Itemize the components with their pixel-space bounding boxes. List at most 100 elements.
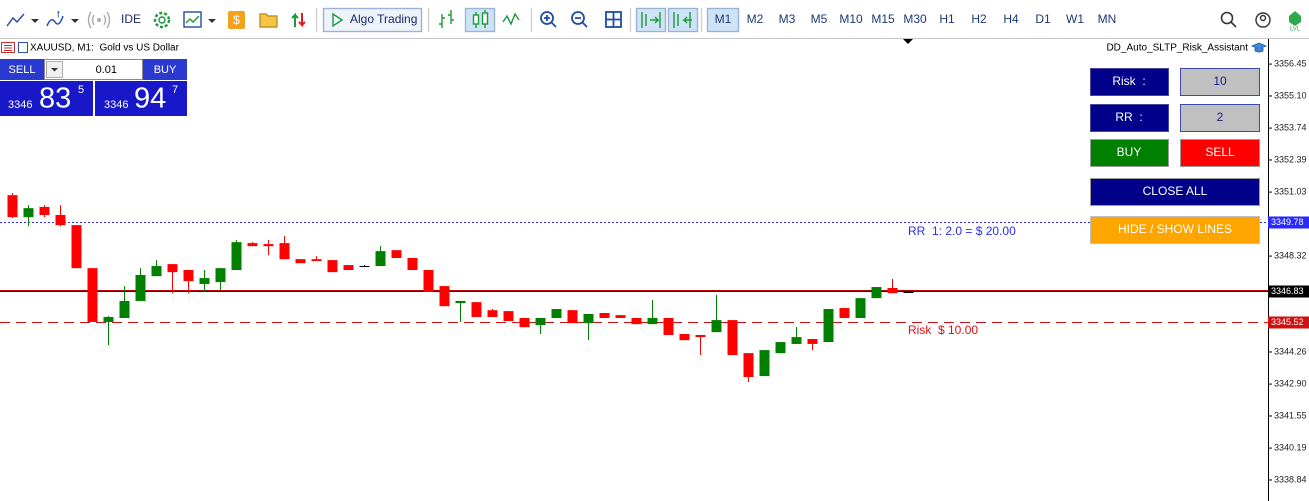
timeframe-button[interactable]: M10 [839, 12, 863, 26]
trade-panel: SELL 0.01 BUY 3346 83 5 3346 94 7 [0, 59, 187, 116]
ask-box[interactable] [95, 81, 187, 116]
timeframe-button[interactable]: M5 [811, 12, 828, 26]
candle-body [135, 274, 146, 301]
candle-body [7, 195, 18, 218]
timeframe-button[interactable]: W1 [1066, 12, 1084, 26]
candle-body [87, 268, 98, 322]
ea-buy-button[interactable] [1090, 139, 1169, 167]
indicator-f: f [57, 9, 60, 19]
ea-sell-button[interactable] [1180, 139, 1260, 167]
timeframe-bar: M1 M2 M3 M5 M10 M15 M30 H1 H2 H4 D1 W1 MN [715, 12, 1117, 26]
trade-up-arrow[interactable] [291, 12, 299, 27]
candle-chart-button[interactable] [464, 7, 496, 33]
bar-chart-icon[interactable] [439, 10, 454, 28]
risk-value[interactable]: 10 [1213, 74, 1227, 88]
candle-body [583, 313, 594, 324]
dropdown-arrow[interactable] [208, 19, 216, 23]
candle-body [855, 298, 866, 318]
ask-prefix: 3346 [104, 99, 128, 111]
timeframe-button[interactable]: H1 [939, 12, 955, 26]
buy-label[interactable]: BUY [154, 64, 177, 76]
play-icon [332, 12, 344, 28]
candle-body [551, 308, 562, 318]
rr-value[interactable]: 2 [1217, 110, 1224, 124]
indicator-icon[interactable] [46, 15, 64, 27]
candle-body [103, 317, 114, 322]
ea-buy-label[interactable]: BUY [1117, 145, 1142, 159]
line-type-icon[interactable] [502, 12, 520, 26]
lot-dropdown-arrow [51, 68, 58, 72]
zoom-in-icon[interactable] [540, 11, 554, 25]
ea-panel: Risk : 10 RR : 2 BUY SELL CLOSE ALL HIDE… [1090, 68, 1260, 244]
hide-show-label[interactable]: HIDE / SHOW LINES [1118, 222, 1232, 236]
line-chart-icon[interactable] [6, 13, 25, 27]
sell-button[interactable] [0, 59, 44, 80]
timeframe-button[interactable]: M1 [715, 12, 732, 26]
level-icon[interactable] [1289, 11, 1301, 26]
timeframe-button[interactable]: D1 [1035, 12, 1051, 26]
folder-icon[interactable] [259, 13, 278, 28]
account-icon[interactable] [1255, 12, 1271, 28]
chart-header: XAUUSD, M1: Gold vs US Dollar DD_Auto_SL… [1, 42, 1268, 54]
timeframe-selected[interactable] [706, 7, 740, 33]
zoom-out-glyph [575, 17, 588, 28]
candle-body [791, 337, 802, 344]
algo-trading-button[interactable] [322, 7, 423, 33]
chart-area [0, 39, 1268, 501]
timeframe-button[interactable]: M15 [871, 12, 895, 26]
risk-input[interactable] [1180, 68, 1260, 96]
trade-down-arrow [298, 13, 306, 28]
chart-shift-button[interactable] [667, 7, 699, 33]
chart-window-icon[interactable] [183, 11, 202, 28]
dropdown-arrow[interactable] [31, 19, 39, 23]
symbol-title: XAUUSD, M1: Gold vs US Dollar [30, 43, 180, 54]
timeframe-button[interactable]: M30 [903, 12, 927, 26]
symbol-icon [18, 42, 28, 53]
timeframe-button[interactable]: H2 [971, 12, 987, 26]
price-tag [1268, 316, 1309, 329]
candle-body [71, 225, 82, 269]
hide-show-button[interactable] [1090, 216, 1260, 244]
zoom-out-icon[interactable] [571, 11, 585, 25]
candle-body [663, 317, 674, 335]
candle-body [503, 311, 514, 322]
candle-body [679, 334, 690, 341]
candle-body [55, 215, 66, 226]
candle-body [871, 287, 882, 299]
bid-small: 5 [78, 84, 84, 96]
gear-center [158, 16, 166, 24]
buy-button[interactable] [143, 59, 187, 80]
candle-body [743, 353, 754, 378]
candle-body [775, 342, 786, 354]
timeframe-button[interactable]: M2 [747, 12, 764, 26]
candle-body [647, 317, 658, 325]
price-tag-label: 3346.83 [1271, 286, 1304, 296]
lot-input[interactable] [44, 59, 143, 80]
timeframe-button[interactable]: MN [1098, 12, 1117, 26]
gear-icon[interactable] [153, 11, 171, 29]
sell-label[interactable]: SELL [9, 64, 36, 76]
algo-trading-label[interactable]: Algo Trading [350, 12, 417, 26]
search-icon[interactable] [1220, 11, 1234, 25]
expert-icon [1250, 42, 1268, 53]
candle-body [455, 300, 466, 304]
dollar-icon[interactable] [228, 11, 245, 29]
rr-input[interactable] [1180, 104, 1260, 132]
timeframe-button[interactable]: H4 [1003, 12, 1019, 26]
close-all-button[interactable] [1090, 178, 1260, 206]
lot-value[interactable]: 0.01 [96, 64, 117, 76]
signal-icon[interactable] [97, 18, 101, 22]
chart-icon-lines [4, 45, 12, 51]
timeframe-button[interactable]: M3 [779, 12, 796, 26]
chart-shift-marker [903, 39, 913, 44]
candle-body [343, 265, 354, 271]
ask-big: 94 [134, 83, 166, 115]
dropdown-arrow[interactable] [71, 19, 79, 23]
annotation: RR 1: 2.0 = $ 20.00 [908, 224, 1016, 238]
close-all-label[interactable]: CLOSE ALL [1143, 184, 1208, 198]
bid-box[interactable] [0, 81, 93, 116]
plot: 3356.45 3355.10 3353.74 3352.39 3351.03 3348.… [0, 58, 1309, 484]
ide-button[interactable]: IDE [121, 12, 141, 26]
ea-sell-label[interactable]: SELL [1205, 145, 1235, 159]
